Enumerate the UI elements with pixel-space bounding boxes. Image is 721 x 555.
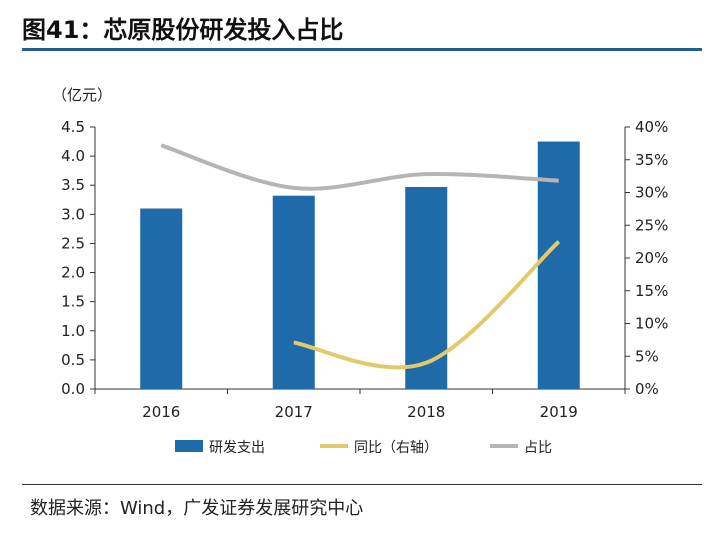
left-tick-label: 1.0 — [61, 322, 85, 340]
left-tick-label: 4.0 — [61, 147, 85, 165]
x-tick-label: 2016 — [142, 403, 180, 421]
left-tick-label: 1.5 — [61, 293, 85, 311]
left-tick-label: 4.5 — [61, 118, 85, 136]
right-tick-label: 0% — [635, 380, 659, 398]
bar-rd-expense — [140, 209, 182, 389]
legend-label-yoy: 同比（右轴） — [354, 440, 438, 456]
left-tick-label: 3.5 — [61, 176, 85, 194]
x-tick-label: 2017 — [275, 403, 313, 421]
left-tick-label: 0.0 — [61, 380, 85, 398]
right-tick-label: 35% — [635, 151, 668, 169]
bar-rd-expense — [273, 196, 315, 389]
chart-canvas: 0.0 0.5 1.0 1.5 2.0 2.5 3.0 3.5 4.0 4.5 0% 5% 10% 15%… — [0, 0, 721, 480]
right-tick-label: 40% — [635, 118, 668, 136]
x-tick-label: 2018 — [407, 403, 445, 421]
source-note: 数据来源：Wind，广发证券发展研究中心 — [30, 494, 363, 520]
right-tick-label: 5% — [635, 347, 659, 365]
source-divider — [22, 484, 702, 485]
legend-label-ratio: 占比 — [524, 440, 552, 456]
right-tick-label: 20% — [635, 249, 668, 267]
right-tick-label: 15% — [635, 282, 668, 300]
left-tick-label: 2.0 — [61, 264, 85, 282]
right-tick-label: 30% — [635, 184, 668, 202]
right-tick-label: 10% — [635, 315, 668, 333]
right-tick-label: 25% — [635, 216, 668, 234]
bar-rd-expense — [405, 187, 447, 389]
legend-label-rd-expense: 研发支出 — [209, 440, 265, 456]
legend-swatch-rd-expense — [175, 440, 203, 452]
x-tick-label: 2019 — [540, 403, 578, 421]
left-tick-label: 3.0 — [61, 205, 85, 223]
left-tick-label: 2.5 — [61, 234, 85, 252]
left-tick-label: 0.5 — [61, 351, 85, 369]
line-ratio — [161, 145, 559, 188]
